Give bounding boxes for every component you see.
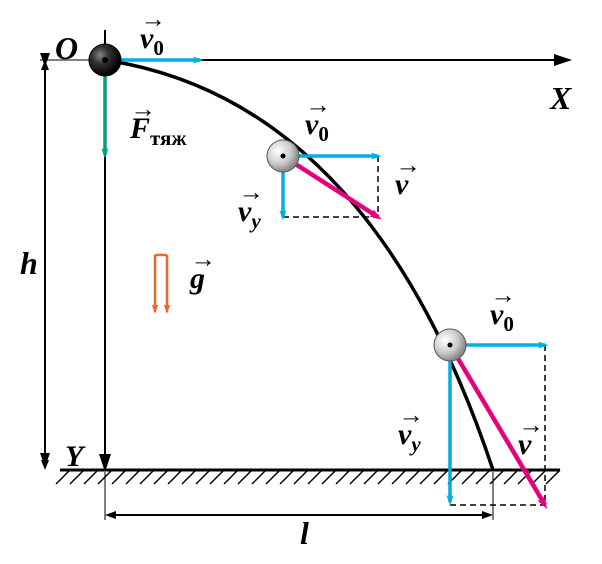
vector-g xyxy=(155,255,167,312)
label-v0-1: v0 xyxy=(140,22,164,61)
label-v0-3: v0 xyxy=(490,298,514,337)
ground xyxy=(56,470,560,484)
vector-v-2 xyxy=(283,156,378,217)
label-Y: Y xyxy=(65,440,83,474)
dimension-h xyxy=(40,60,98,470)
label-O: O xyxy=(55,30,78,67)
label-v-2: v xyxy=(395,168,408,202)
label-X: X xyxy=(550,80,571,117)
label-v0-2: v0 xyxy=(305,108,329,147)
label-F: Fтяж xyxy=(130,112,187,151)
label-v-3: v xyxy=(518,428,531,462)
label-h: h xyxy=(20,245,38,282)
label-g: g xyxy=(190,262,205,296)
label-vy-3: vy xyxy=(398,418,421,457)
physics-diagram: O X Y h l v0 v0 v0 vy vy v v Fтяж g xyxy=(0,0,602,564)
label-l: l xyxy=(300,515,309,552)
label-vy-2: vy xyxy=(238,195,261,234)
